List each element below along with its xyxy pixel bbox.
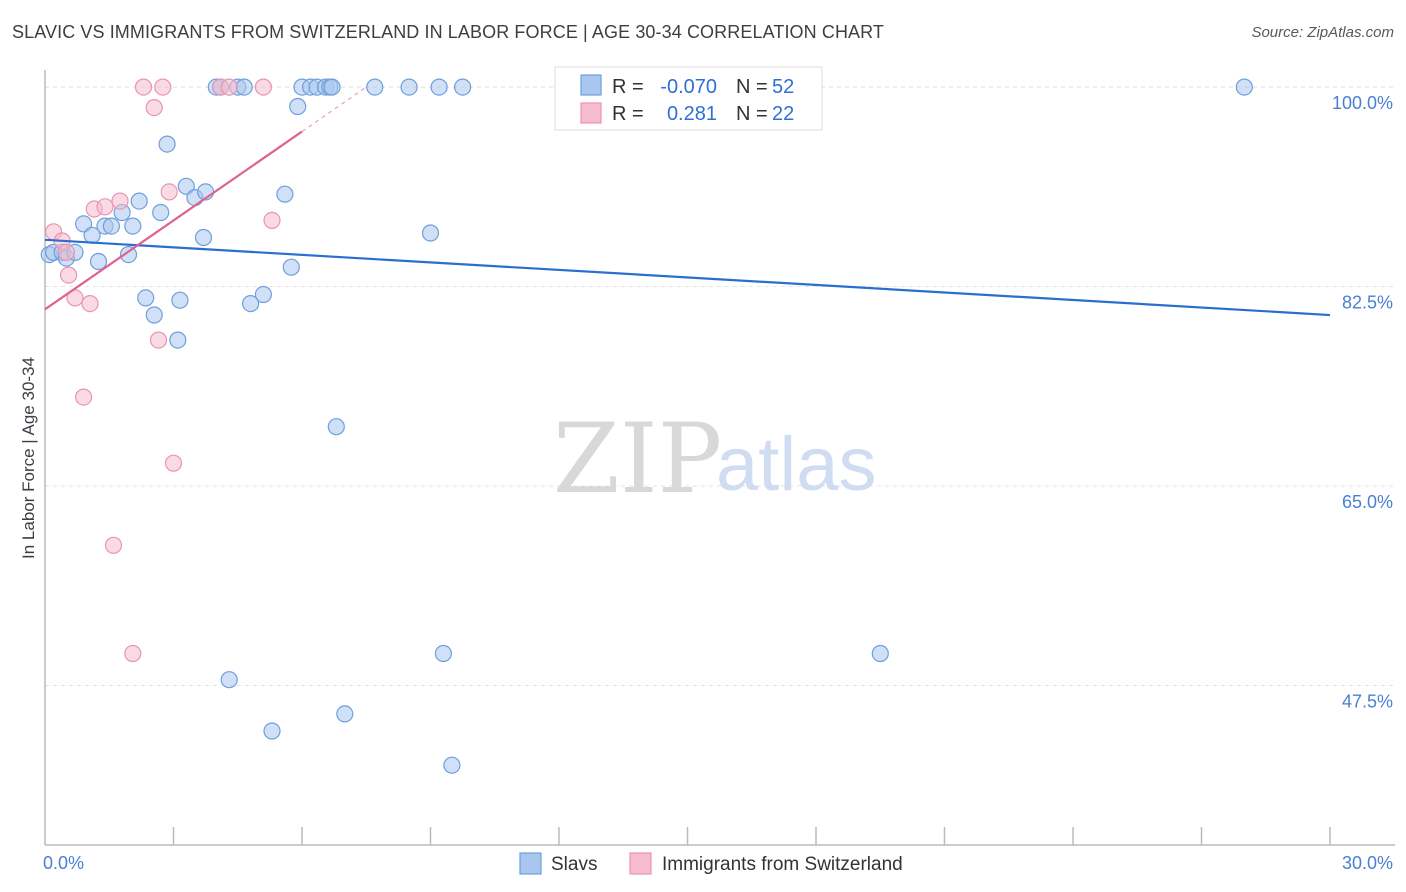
- stats-swiss-n-label: N =: [736, 103, 768, 125]
- point-slavs-18: [169, 331, 187, 349]
- point-slavs-47: [434, 644, 452, 663]
- trendline-swiss: [44, 130, 303, 311]
- point-swiss-6: [81, 295, 99, 313]
- y-tick-label-3: 47.5%: [1342, 691, 1393, 711]
- point-swiss-16: [160, 183, 178, 201]
- point-slavs-19: [171, 291, 189, 309]
- series-legend: Slavs Immigrants from Switzerland: [519, 852, 903, 875]
- stats-legend-swatch-swiss: [580, 102, 602, 124]
- point-swiss-11: [124, 644, 142, 663]
- point-swiss-19: [220, 78, 238, 96]
- point-swiss-3: [59, 266, 78, 284]
- legend-swatch-slavs: [519, 852, 542, 875]
- stats-swiss-r-label: R =: [612, 103, 644, 125]
- stats-slavs-r-value: -0.070: [660, 76, 717, 98]
- point-swiss-12: [134, 78, 153, 96]
- stats-legend: R = -0.070 N = 52 R = 0.281 N = 22: [554, 66, 823, 131]
- point-slavs-51: [1235, 78, 1253, 96]
- grid-layer: [45, 86, 1395, 686]
- point-slavs-33: [282, 258, 300, 276]
- point-swiss-10: [111, 192, 129, 210]
- x-tick-label-1: 30.0%: [1342, 853, 1393, 873]
- stats-legend-swatch-slavs: [580, 74, 602, 96]
- point-swiss-5: [74, 388, 93, 406]
- point-slavs-7: [89, 252, 108, 271]
- trend-layer: [44, 86, 1331, 317]
- point-slavs-5: [74, 215, 93, 233]
- stats-slavs-r-label: R =: [612, 76, 644, 98]
- point-slavs-20: [177, 177, 195, 195]
- stats-swiss-n-value: 22: [772, 103, 794, 125]
- point-slavs-15: [145, 306, 163, 324]
- point-slavs-11: [119, 246, 138, 264]
- point-slavs-28: [235, 78, 253, 96]
- point-swiss-17: [164, 454, 183, 472]
- chart-source: Source: ZipAtlas.com: [1251, 24, 1394, 41]
- point-swiss-9: [104, 536, 123, 554]
- watermark: ZIP atlas: [553, 403, 877, 515]
- point-slavs-9: [102, 217, 121, 235]
- point-slavs-48: [443, 756, 461, 774]
- point-swiss-14: [154, 78, 172, 96]
- trendline-extension-swiss: [301, 86, 367, 133]
- point-slavs-46: [430, 78, 448, 96]
- point-slavs-22: [194, 228, 213, 247]
- point-slavs-34: [289, 97, 307, 116]
- point-swiss-15: [149, 331, 168, 349]
- trendline-slavs: [44, 238, 1331, 317]
- point-swiss-21: [263, 211, 281, 229]
- point-slavs-49: [454, 78, 472, 96]
- point-swiss-2: [57, 243, 76, 261]
- stats-swiss-r-value: 0.281: [667, 103, 717, 125]
- point-slavs-16: [152, 203, 170, 222]
- legend-label-swiss: Immigrants from Switzerland: [662, 854, 903, 875]
- point-swiss-20: [254, 78, 272, 96]
- point-slavs-40: [323, 78, 341, 96]
- point-swiss-13: [145, 98, 163, 117]
- point-slavs-45: [421, 224, 440, 242]
- y-axis-label: In Labor Force | Age 30-34: [19, 357, 38, 559]
- chart-title: SLAVIC VS IMMIGRANTS FROM SWITZERLAND IN…: [12, 22, 885, 42]
- point-slavs-43: [366, 78, 384, 96]
- point-slavs-50: [871, 644, 889, 663]
- watermark-zip: ZIP: [553, 403, 722, 515]
- y-tick-label-2: 65.0%: [1342, 492, 1393, 512]
- legend-label-slavs: Slavs: [551, 854, 597, 875]
- point-slavs-29: [242, 295, 260, 313]
- point-slavs-31: [263, 722, 281, 740]
- stats-slavs-n-label: N =: [736, 76, 768, 98]
- stats-slavs-n-value: 52: [772, 76, 794, 98]
- point-slavs-17: [158, 135, 176, 153]
- point-slavs-12: [124, 217, 142, 235]
- y-tick-label-0: 100.0%: [1332, 93, 1393, 113]
- point-slavs-26: [220, 671, 238, 689]
- tick-label-layer: 100.0% 82.5% 65.0% 47.5% 0.0% 30.0%: [43, 93, 1393, 873]
- point-swiss-8: [96, 198, 114, 216]
- point-slavs-41: [327, 418, 345, 436]
- y-tick-label-1: 82.5%: [1342, 293, 1393, 313]
- point-slavs-13: [130, 192, 148, 210]
- x-tick-label-0: 0.0%: [43, 853, 84, 873]
- axis-layer: [44, 70, 1395, 846]
- point-slavs-42: [336, 705, 354, 723]
- point-slavs-30: [254, 285, 272, 304]
- point-slavs-14: [137, 289, 155, 307]
- watermark-atlas: atlas: [716, 422, 877, 507]
- point-slavs-32: [276, 185, 294, 203]
- point-slavs-44: [400, 78, 418, 96]
- legend-swatch-swiss: [629, 852, 652, 875]
